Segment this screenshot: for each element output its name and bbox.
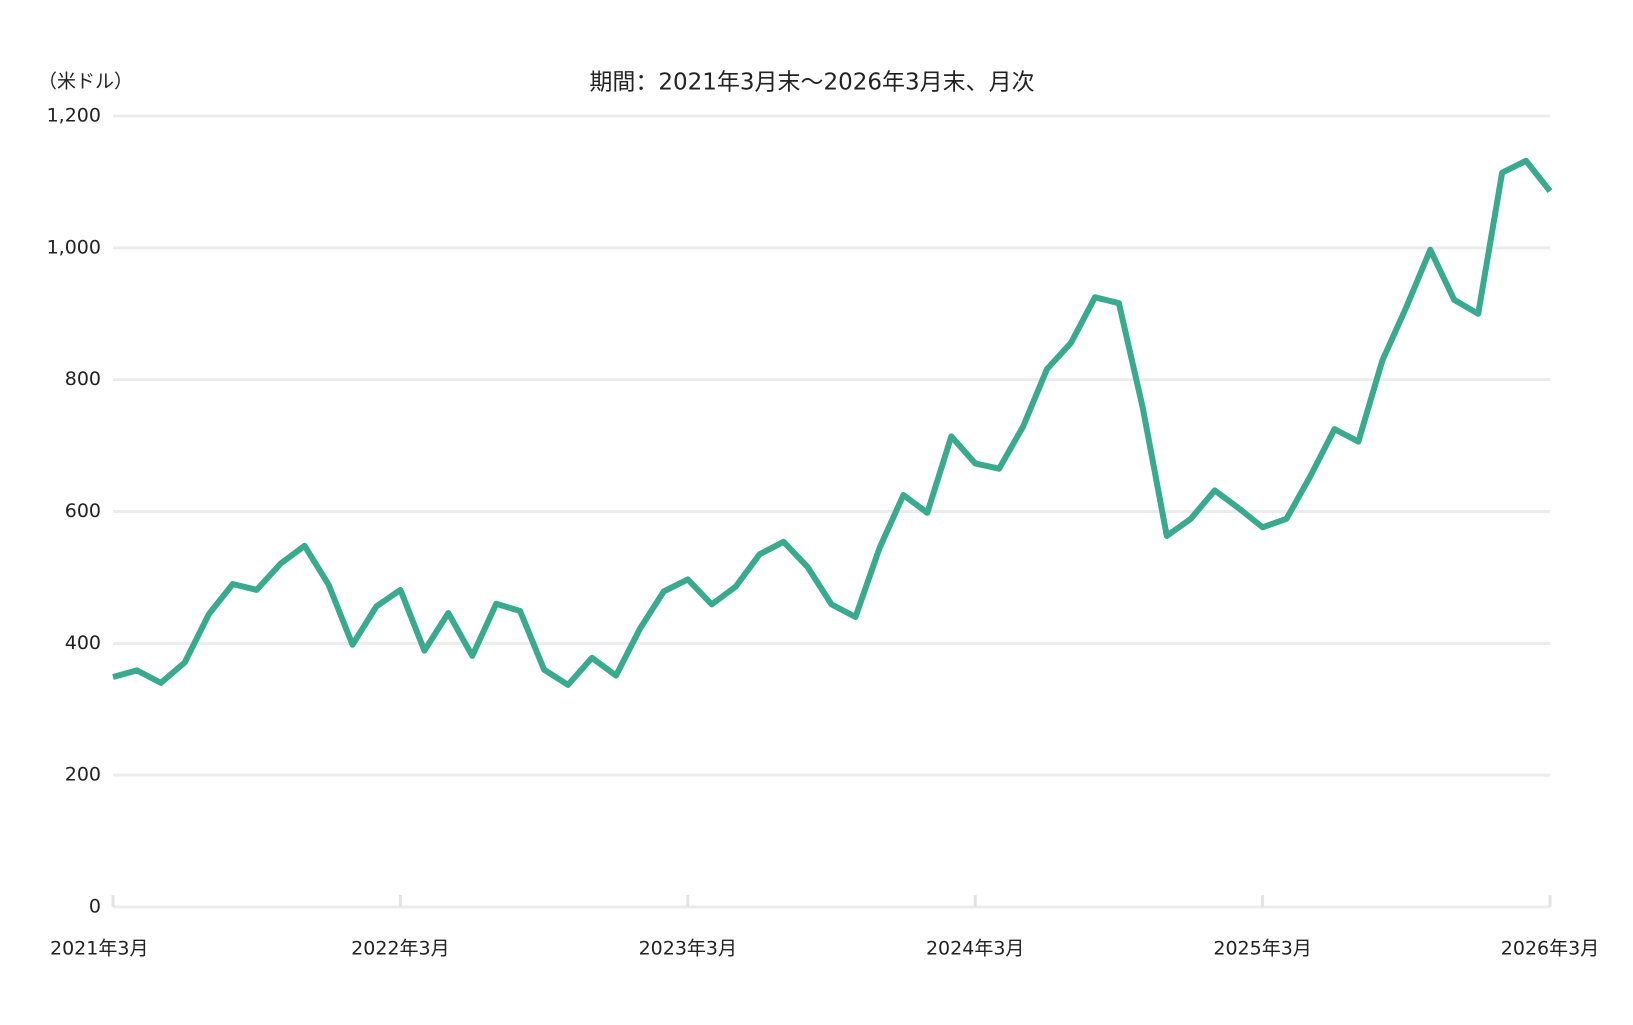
data-line: [112, 157, 1553, 688]
x-tick-label: 2021年3月: [50, 938, 148, 960]
x-tick-label: 2022年3月: [351, 938, 449, 960]
chart-title: 期間：2021年3月末～2026年3月末、月次: [589, 70, 1034, 96]
x-tick-label: 2024年3月: [926, 938, 1024, 960]
y-tick-label: 1,200: [47, 105, 101, 127]
x-tick-label: 2023年3月: [639, 938, 737, 960]
y-tick-label: 400: [65, 632, 101, 654]
x-tick-label: 2026年3月: [1501, 938, 1599, 960]
y-tick-label: 600: [65, 500, 101, 522]
x-tick-label: 2025年3月: [1213, 938, 1311, 960]
y-tick-label: 0: [89, 896, 101, 918]
y-tick-label: 1,000: [47, 236, 101, 258]
y-axis-label: （米ドル）: [38, 71, 133, 93]
y-tick-label: 800: [65, 368, 101, 390]
y-tick-label: 200: [65, 764, 101, 786]
